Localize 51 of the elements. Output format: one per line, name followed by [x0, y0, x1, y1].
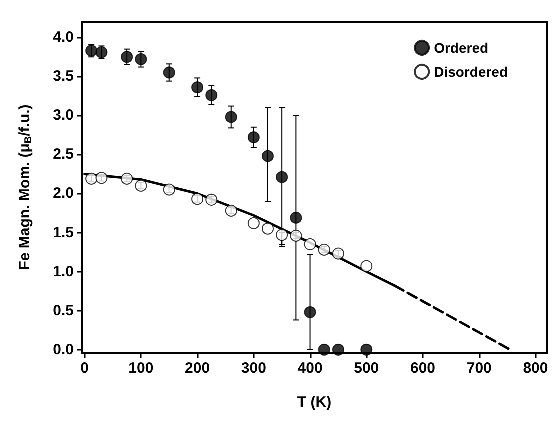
point: [206, 89, 218, 102]
point: [304, 306, 316, 318]
point: [96, 46, 108, 58]
y-tick-label: 1.0: [53, 263, 74, 280]
point: [290, 230, 302, 242]
x-tick-label: 700: [466, 360, 492, 377]
x-tick-label: 300: [241, 360, 266, 377]
point: [276, 171, 288, 184]
y-tick-label: 0.5: [53, 302, 74, 320]
point: [225, 204, 238, 217]
point: [192, 82, 204, 94]
point: [262, 150, 274, 162]
point: [121, 172, 134, 185]
point: [86, 44, 98, 57]
point: [290, 212, 302, 224]
point: [225, 111, 238, 124]
point: [332, 344, 344, 356]
point: [318, 244, 330, 256]
point: [86, 172, 98, 185]
y-axis-title: Fe Magn. Mom. (μB/f.u.): [16, 104, 34, 270]
x-tick-label: 200: [185, 360, 210, 377]
point: [96, 172, 108, 184]
point: [206, 194, 218, 206]
x-axis-title: T (K): [297, 394, 332, 411]
point: [163, 184, 176, 196]
x-tick-label: 0: [80, 360, 89, 377]
y-tick-label: 3.5: [53, 68, 74, 86]
x-tick-label: 400: [298, 360, 323, 377]
y-tick-label: 2.0: [53, 185, 74, 202]
y-tick-label: 2.5: [53, 146, 74, 164]
x-tick-label: 800: [523, 360, 548, 377]
point: [318, 344, 330, 356]
point: [360, 344, 373, 356]
point: [192, 193, 204, 206]
point: [163, 66, 176, 79]
x-tick-label: 500: [354, 360, 380, 377]
point: [121, 51, 134, 64]
y-tick-label: 1.5: [53, 224, 74, 242]
point: [276, 229, 288, 242]
x-tick-label: 600: [410, 360, 436, 377]
legend-label: Disordered: [434, 64, 508, 80]
x-tick-label: 100: [128, 360, 154, 377]
point: [135, 180, 148, 192]
legend-label: Ordered: [434, 40, 489, 56]
point: [304, 238, 316, 250]
point: [248, 132, 260, 144]
point: [135, 53, 148, 66]
y-tick-label: 0.0: [53, 341, 74, 358]
y-tick-label: 3.0: [53, 107, 74, 124]
y-tick-label: 4.0: [53, 29, 74, 46]
point: [332, 248, 344, 260]
